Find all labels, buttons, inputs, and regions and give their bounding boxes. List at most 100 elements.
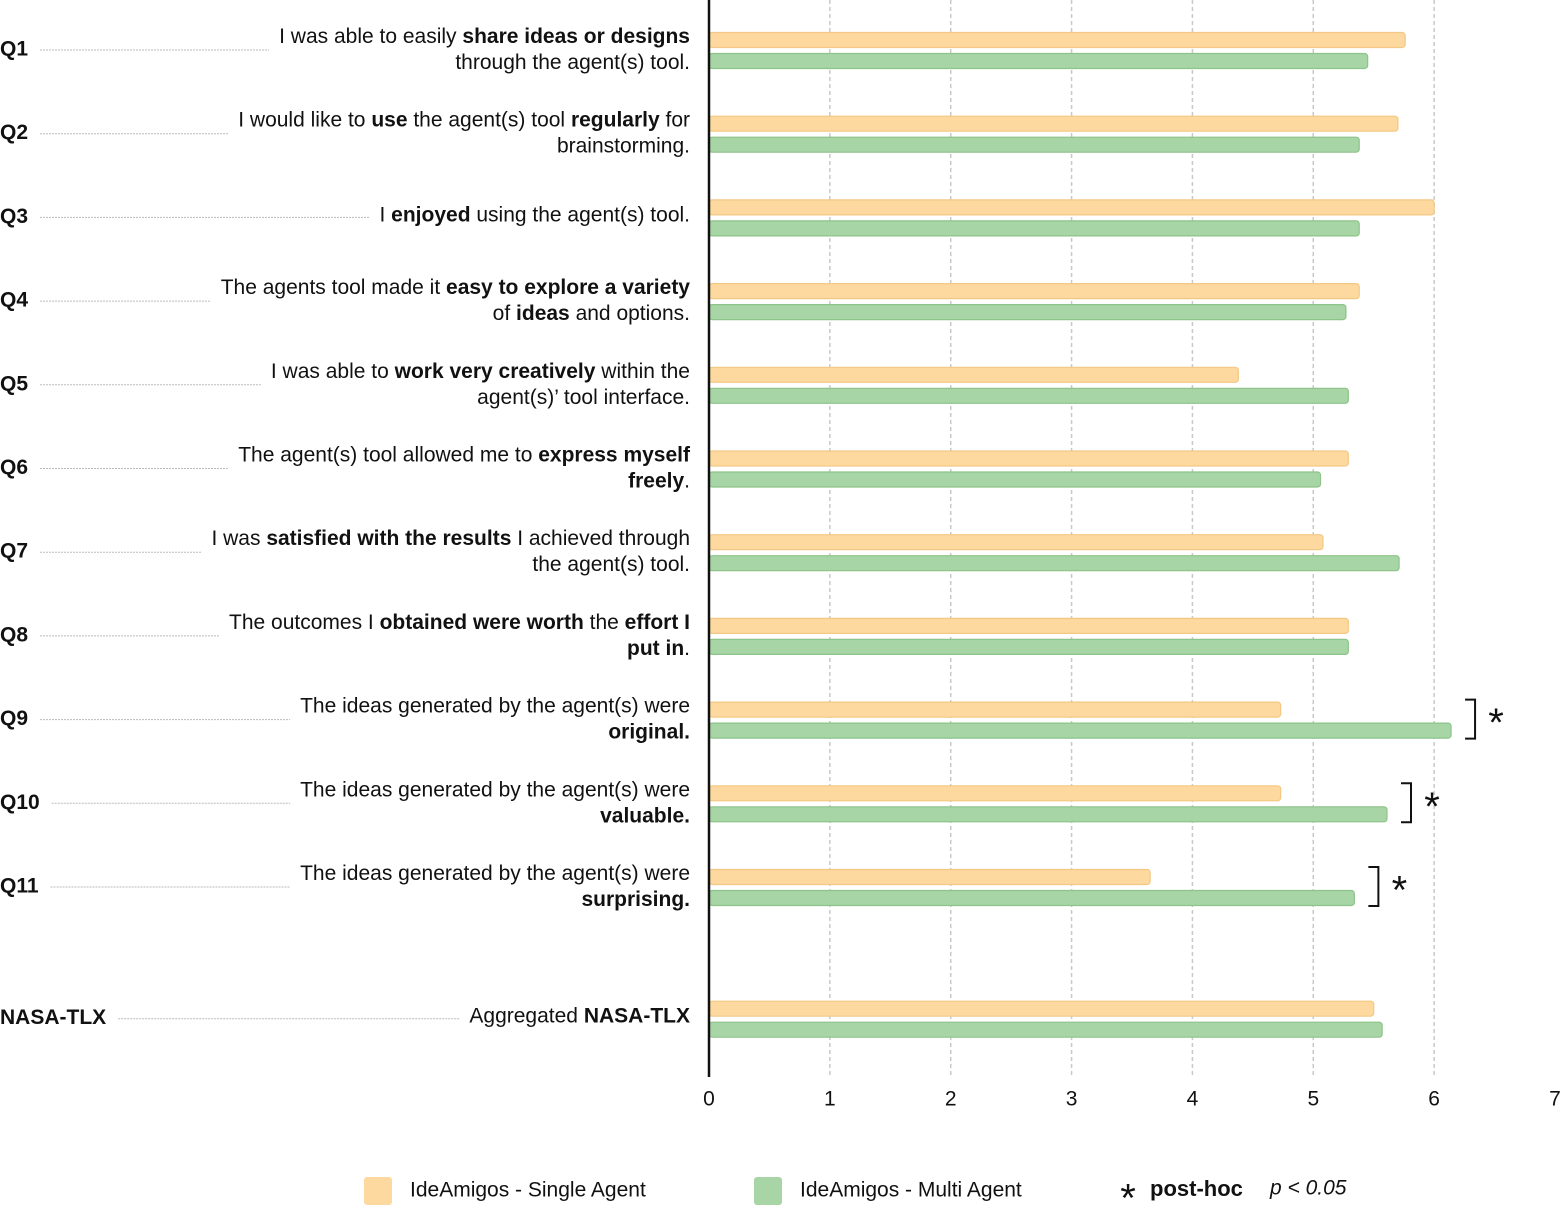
question-run: the agent(s) tool. (532, 553, 690, 576)
significance-bracket (1401, 782, 1413, 824)
row-label: Q9 (0, 707, 28, 730)
bar (708, 1000, 1375, 1017)
question-text: I was able to easily share ideas or desi… (279, 25, 690, 48)
question-text: I enjoyed using the agent(s) tool. (380, 203, 691, 226)
question-text: The outcomes I obtained were worth the e… (229, 610, 690, 633)
bar (708, 555, 1400, 572)
row-label: Q10 (0, 791, 40, 814)
bar (708, 387, 1349, 404)
question-run: and options. (570, 302, 690, 325)
row-label: Q1 (0, 38, 28, 61)
significance-marker: * (1392, 869, 1408, 913)
question-run: The agents tool made it (221, 276, 446, 299)
question-run: I was able to (271, 359, 395, 382)
question-run: I was (211, 527, 266, 550)
bar (708, 199, 1435, 216)
row-label: NASA-TLX (0, 1006, 106, 1029)
bar (708, 31, 1406, 49)
question-run: original. (608, 720, 690, 743)
question-run: agent(s)’ tool interface. (477, 385, 690, 408)
question-text: The agent(s) tool allowed me to express … (238, 443, 691, 466)
question-run: NASA-TLX (584, 1004, 690, 1027)
question-run: the agent(s) tool (408, 108, 571, 131)
question-run: within the (595, 359, 690, 382)
bar (708, 450, 1349, 467)
row-label: Q5 (0, 372, 28, 395)
question-run: The outcomes I (229, 610, 380, 633)
question-text: freely. (628, 469, 690, 492)
question-run: The ideas generated by the agent(s) were (300, 694, 690, 717)
question-text: The ideas generated by the agent(s) were (300, 694, 690, 717)
row-label: Q7 (0, 540, 28, 563)
question-run: obtained were worth (380, 610, 584, 633)
question-run: enjoyed (391, 203, 470, 226)
row-label: Q4 (0, 289, 28, 312)
question-run: ideas (516, 302, 570, 325)
bar (708, 283, 1360, 300)
bar (708, 52, 1369, 70)
question-text: surprising. (581, 888, 690, 911)
bar (708, 1021, 1383, 1038)
row-label: Q2 (0, 121, 28, 144)
bar (708, 471, 1322, 488)
bar (708, 304, 1347, 321)
significance-marker: * (1424, 785, 1440, 829)
bar (708, 534, 1324, 551)
question-run: I (380, 203, 392, 226)
x-tick-label: 6 (1428, 1088, 1440, 1111)
question-run: of (493, 302, 516, 325)
bar (708, 868, 1151, 886)
x-tick-label: 4 (1187, 1088, 1199, 1111)
question-run: The ideas generated by the agent(s) were (300, 862, 690, 885)
question-run: work very creatively (394, 359, 596, 382)
x-tick-label: 5 (1307, 1088, 1319, 1111)
row-label: Q6 (0, 456, 28, 479)
question-run: valuable. (600, 804, 690, 827)
question-text: brainstorming. (557, 134, 690, 157)
question-run: I was able to easily (279, 25, 462, 48)
question-run: share ideas or designs (462, 25, 690, 48)
question-text: I would like to use the agent(s) tool re… (238, 108, 690, 131)
legend-swatch (364, 1177, 392, 1205)
significance-marker: * (1488, 701, 1504, 745)
bar (708, 220, 1360, 237)
legend-label: post-hoc (1150, 1176, 1243, 1201)
question-run: . (684, 469, 690, 492)
question-text: original. (608, 720, 690, 743)
bar (708, 785, 1282, 802)
question-run: brainstorming. (557, 134, 690, 157)
question-run: express myself (538, 443, 691, 466)
question-run: the (584, 610, 625, 633)
question-run: I achieved through (511, 527, 690, 550)
bar (708, 701, 1282, 718)
question-run: I would like to (238, 108, 371, 131)
question-run: effort I (625, 610, 690, 633)
question-text: Aggregated NASA-TLX (469, 1004, 690, 1027)
question-run: using the agent(s) tool. (471, 203, 690, 226)
significance-bracket (1368, 866, 1380, 907)
question-text: through the agent(s) tool. (455, 51, 690, 74)
question-run: use (371, 108, 407, 131)
question-text: I was able to work very creatively withi… (271, 359, 690, 382)
question-text: valuable. (600, 804, 690, 827)
row-label: Q3 (0, 205, 28, 228)
question-text: put in. (627, 636, 690, 659)
question-text: of ideas and options. (493, 302, 690, 325)
bar (708, 136, 1360, 153)
bar (708, 889, 1355, 907)
bar (708, 806, 1388, 823)
row-label: Q11 (0, 875, 39, 898)
legend-marker: * (1120, 1177, 1136, 1206)
question-run: put in (627, 636, 684, 659)
bar (708, 617, 1349, 635)
significance-bracket (1465, 698, 1477, 740)
legend-note: p < 0.05 (1269, 1177, 1347, 1200)
bar (708, 638, 1349, 656)
question-run: easy to explore a variety (446, 276, 690, 299)
legend-label: IdeAmigos - Multi Agent (800, 1179, 1022, 1202)
question-text: The ideas generated by the agent(s) were (300, 862, 690, 885)
row-label: Q8 (0, 623, 28, 646)
question-text: The agents tool made it easy to explore … (221, 276, 691, 299)
question-run: Aggregated (469, 1004, 583, 1027)
